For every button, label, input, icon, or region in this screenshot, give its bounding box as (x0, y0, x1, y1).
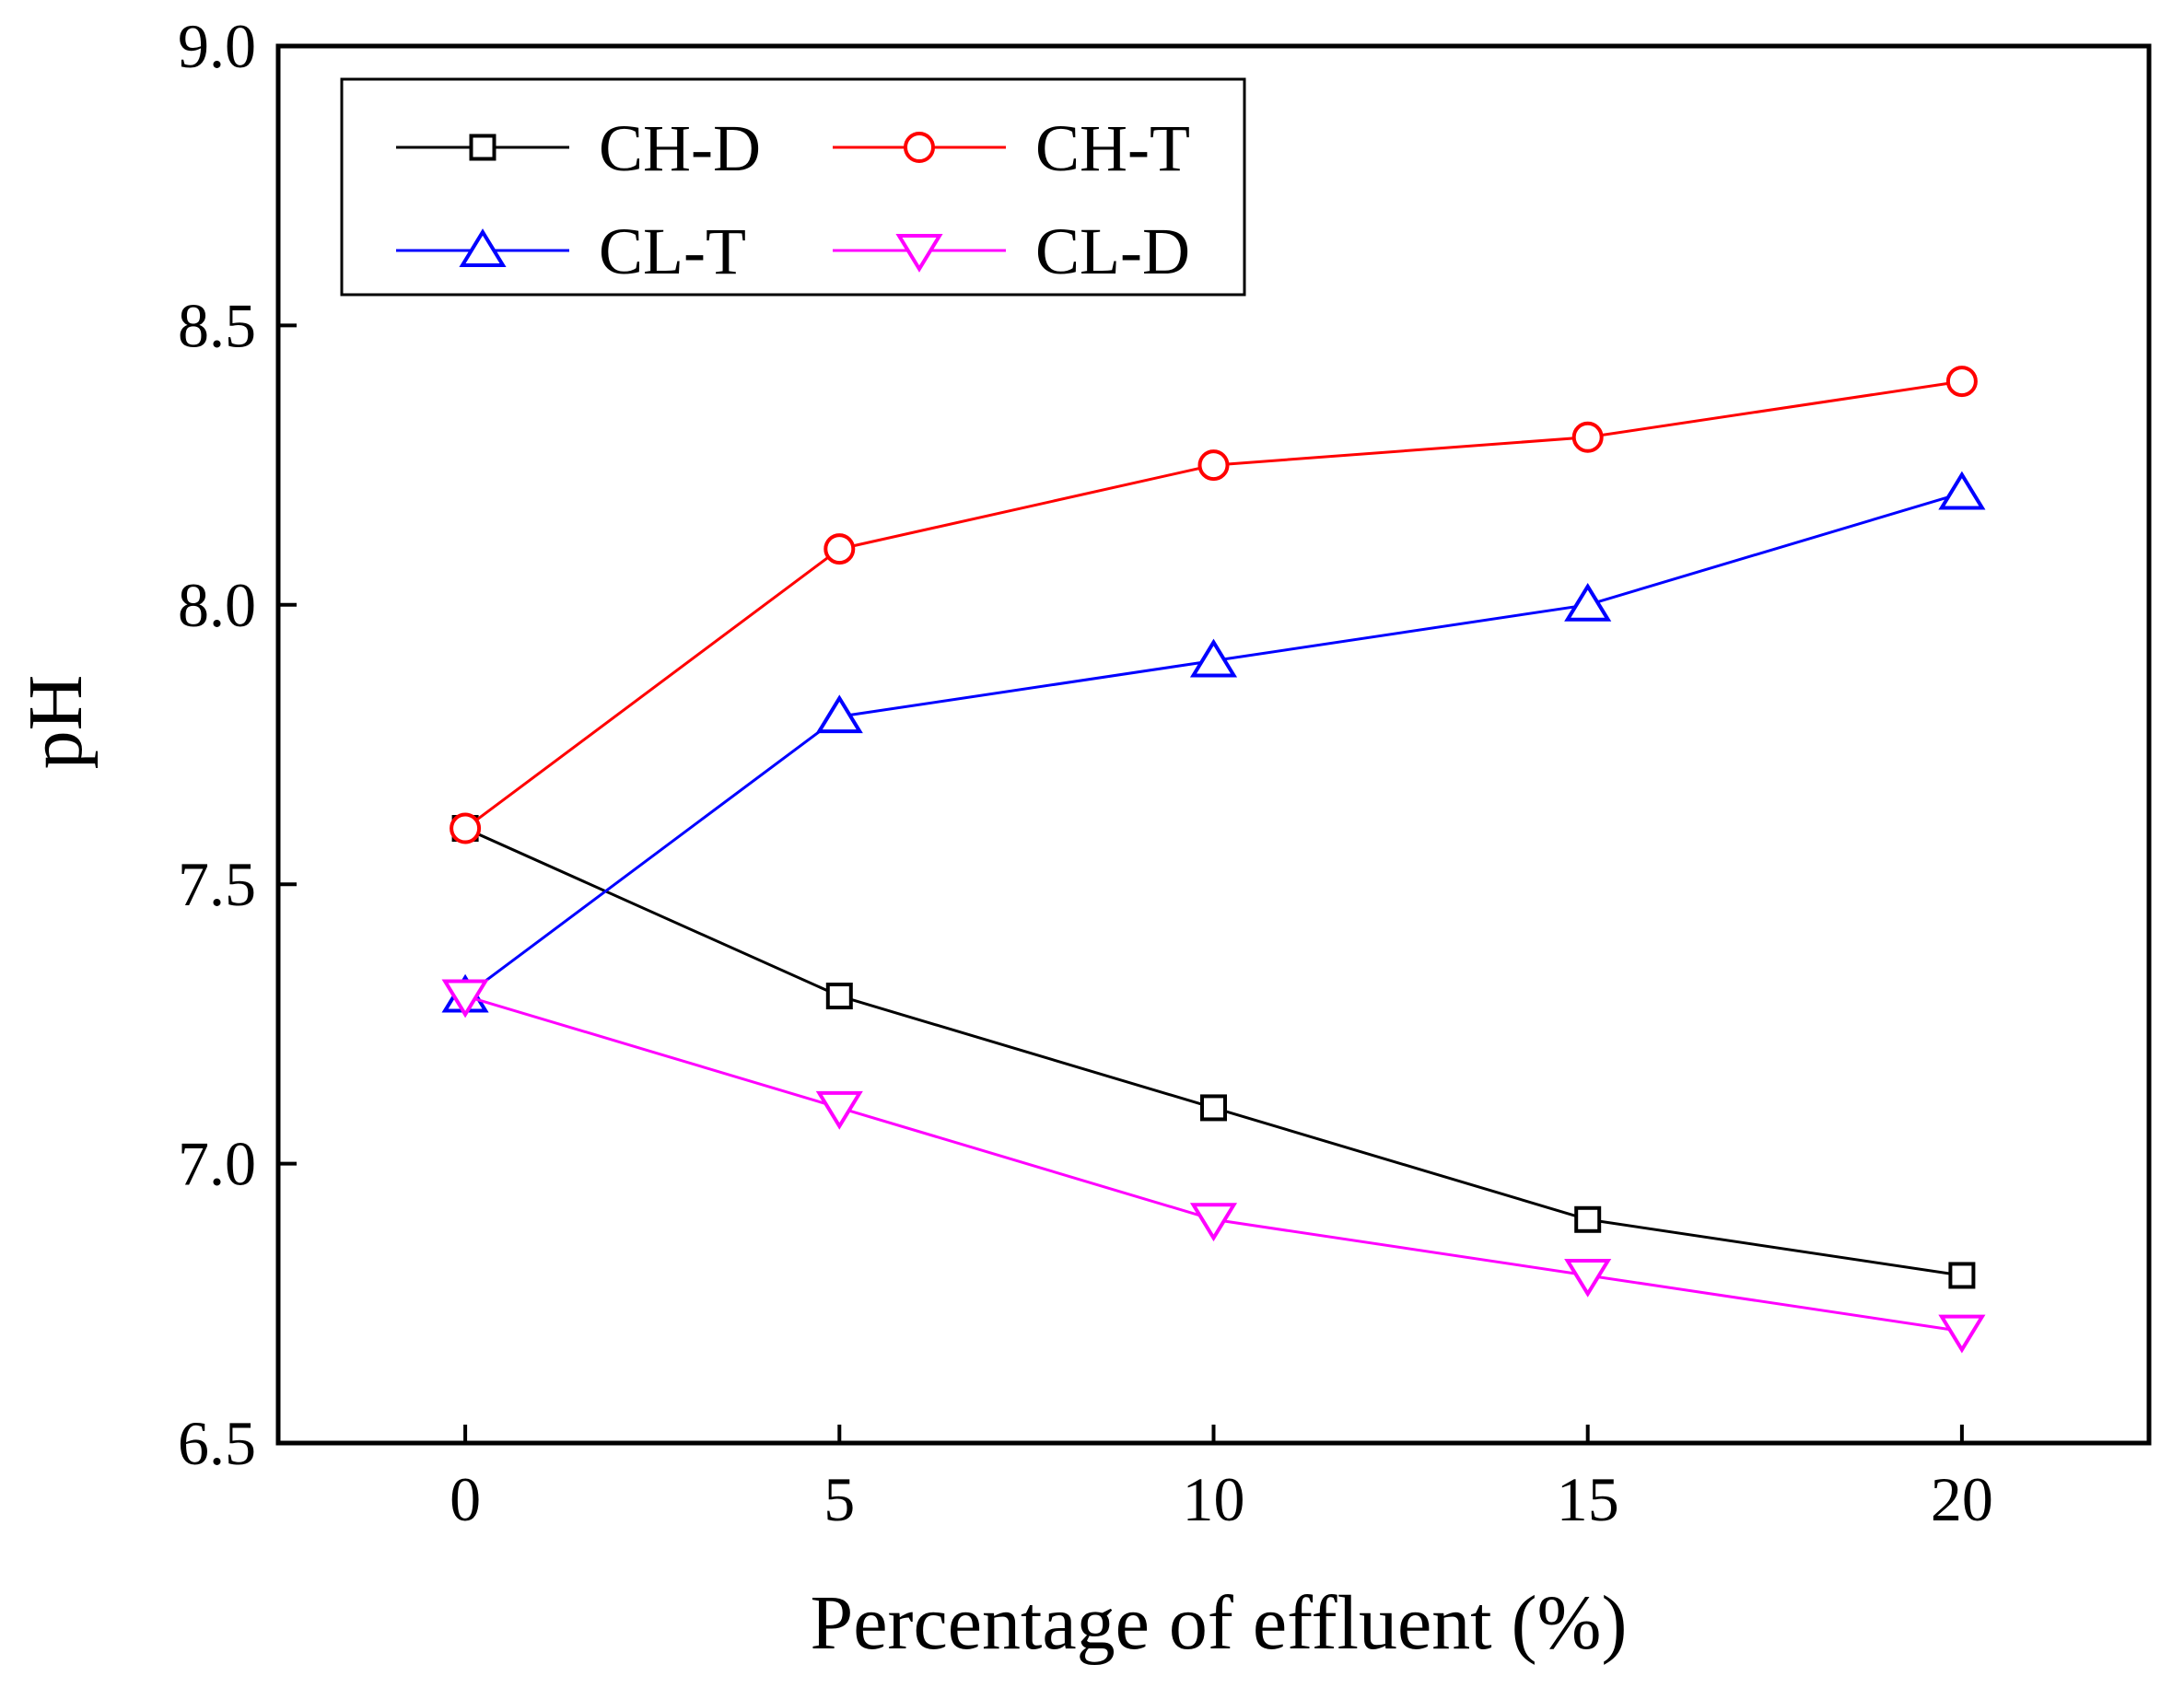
x-tick-label: 10 (1183, 1464, 1245, 1534)
data-point-cl-t (1189, 638, 1238, 678)
legend-marker-ch-t (904, 132, 935, 163)
data-point-cl-d (815, 1090, 863, 1130)
x-tick-label: 20 (1931, 1464, 1993, 1534)
data-point-cl-d (1564, 1258, 1612, 1298)
y-tick-label: 8.0 (178, 570, 256, 640)
data-point-cl-t (1564, 582, 1612, 622)
y-axis-title: pH (13, 675, 99, 770)
y-tick-label: 7.0 (178, 1129, 256, 1199)
legend-marker-cl-d (895, 234, 943, 273)
y-tick-label: 6.5 (178, 1408, 256, 1478)
data-point-ch-t (1571, 421, 1604, 453)
data-point-ch-t (823, 533, 856, 565)
data-point-cl-d (1189, 1203, 1238, 1242)
x-tick-label: 0 (450, 1464, 481, 1534)
data-point-ch-d (825, 983, 853, 1010)
legend-item-ch-t: CH-T (833, 111, 1190, 185)
legend-label-cl-d: CL-D (1035, 215, 1190, 288)
legend-label-cl-t: CL-T (599, 215, 746, 288)
series-layer (441, 366, 1986, 1354)
series-ch-t (450, 366, 1978, 844)
data-point-ch-t (1945, 366, 1978, 398)
data-point-cl-t (815, 694, 863, 734)
y-tick-label: 8.5 (178, 290, 256, 360)
data-point-ch-d (1948, 1262, 1976, 1289)
data-point-cl-d (1938, 1314, 1986, 1354)
series-cl-d (441, 979, 1986, 1354)
data-point-ch-t (450, 812, 482, 844)
legend-marker-ch-d (469, 134, 496, 161)
data-point-ch-t (1197, 449, 1230, 482)
data-point-ch-d (1574, 1205, 1602, 1233)
legend-marker-cl-t (459, 228, 507, 267)
x-tick-label: 15 (1557, 1464, 1619, 1534)
data-point-cl-t (1938, 471, 1986, 510)
legend: CH-D CH-T CL-T CL-D (340, 77, 1246, 297)
y-tick-label: 9.0 (178, 11, 256, 81)
y-tick-label: 7.5 (178, 849, 256, 919)
data-point-ch-d (1200, 1094, 1227, 1122)
legend-item-ch-d: CH-D (396, 111, 761, 185)
data-point-cl-d (441, 979, 489, 1019)
x-axis-title: Percentage of effluent (%) (810, 1580, 1627, 1666)
legend-item-cl-d: CL-D (833, 215, 1190, 288)
legend-label-ch-d: CH-D (599, 111, 761, 185)
legend-item-cl-t: CL-T (396, 215, 746, 288)
x-tick-label: 5 (823, 1464, 855, 1534)
tick-layer: 0 5 10 15 20 6.5 7.0 7.5 8.0 8.5 9.0 (178, 11, 1993, 1534)
legend-label-ch-t: CH-T (1035, 111, 1190, 185)
